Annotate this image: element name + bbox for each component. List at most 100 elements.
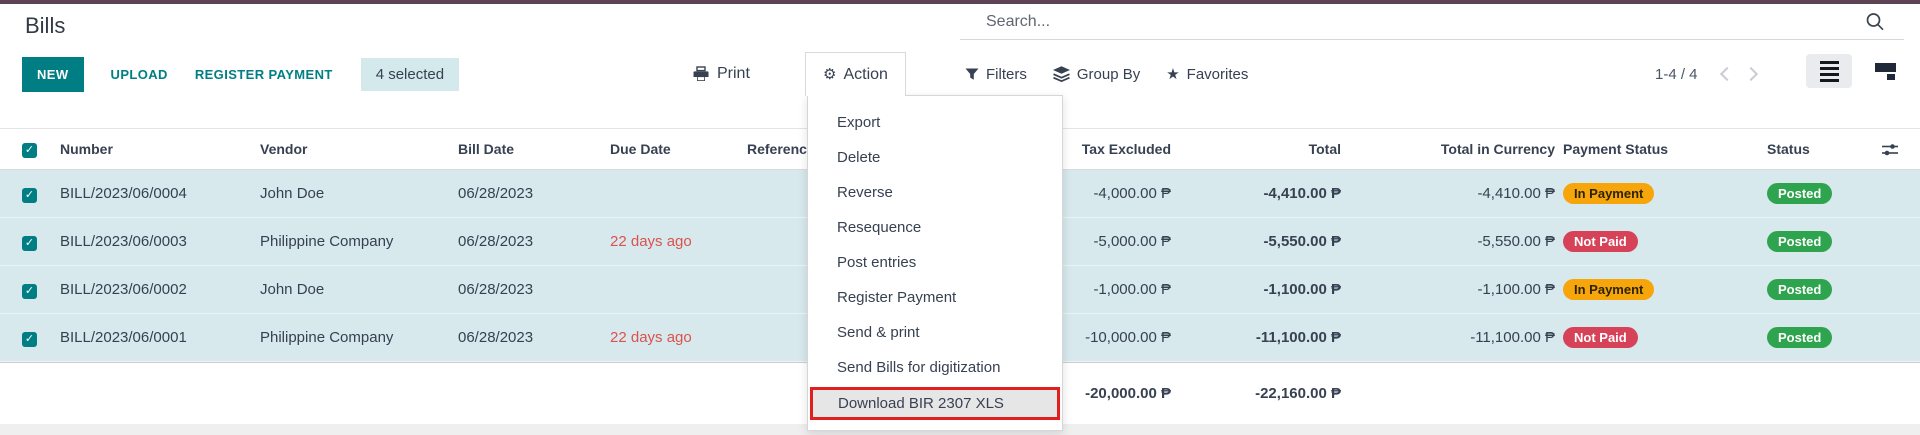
filter-funnel-icon <box>965 68 979 81</box>
cell-status: Posted <box>1745 183 1860 204</box>
column-header-due-date[interactable]: Due Date <box>610 141 671 157</box>
action-menu-item[interactable]: Delete <box>837 149 881 166</box>
cell-select <box>0 233 44 251</box>
cell-total: -1,100.00 ₱ <box>1263 281 1341 298</box>
column-header-tax-excluded[interactable]: Tax Excluded <box>1081 141 1171 157</box>
cell-vendor: Philippine Company <box>260 329 394 346</box>
payment-status-badge: In Payment <box>1563 183 1655 204</box>
cell-vendor: John Doe <box>260 185 325 202</box>
filters-label: Filters <box>986 65 1027 83</box>
cell-bill-date: 06/28/2023 <box>458 281 534 298</box>
search-placeholder: Search... <box>986 13 1051 30</box>
upload-button[interactable]: UPLOAD <box>110 66 168 82</box>
column-header-total-in-currency[interactable]: Total in Currency <box>1440 141 1555 157</box>
search-input[interactable]: Search... <box>960 8 1904 40</box>
view-switcher <box>1806 54 1902 88</box>
cell-tax-excluded: -4,000.00 ₱ <box>1093 185 1171 202</box>
register-payment-button[interactable]: REGISTER PAYMENT <box>194 66 333 82</box>
column-header-bill-date[interactable]: Bill Date <box>458 141 515 157</box>
cell-total-in-currency: -1,100.00 ₱ <box>1477 281 1555 298</box>
row-checkbox[interactable] <box>22 331 37 347</box>
cell-total: -11,100.00 ₱ <box>1255 329 1341 346</box>
search-icon[interactable] <box>1864 11 1886 33</box>
action-button[interactable]: ⚙ Action <box>805 52 906 96</box>
cell-number: BILL/2023/06/0001 <box>60 329 187 346</box>
cell-total-in-currency: -11,100.00 ₱ <box>1470 329 1555 346</box>
cell-payment-status: In Payment <box>1555 279 1745 300</box>
cell-select <box>0 329 44 347</box>
app-topbar <box>0 0 1920 4</box>
favorites-button[interactable]: ★ Favorites <box>1166 66 1248 83</box>
print-label: Print <box>717 65 750 82</box>
layers-icon <box>1052 66 1070 82</box>
cell-total-in-currency: -5,550.00 ₱ <box>1477 233 1555 250</box>
column-header-reference[interactable]: Reference <box>747 141 815 157</box>
cell-tax-excluded: -5,000.00 ₱ <box>1093 233 1171 250</box>
pager-range: 1-4 / 4 <box>1655 65 1698 83</box>
action-menu-item[interactable]: Send Bills for digitization <box>837 359 1001 376</box>
cell-bill-date: 06/28/2023 <box>458 185 534 202</box>
pager-next-icon[interactable] <box>1743 66 1758 82</box>
status-badge: Posted <box>1767 183 1833 204</box>
action-menu-item[interactable]: Resequence <box>837 219 922 236</box>
cell-bill-date: 06/28/2023 <box>458 329 534 346</box>
cell-due-date: 22 days ago <box>610 329 692 346</box>
status-badge: Posted <box>1767 279 1833 300</box>
cell-tax-excluded: -1,000.00 ₱ <box>1093 281 1171 298</box>
action-menu-item[interactable]: Register Payment <box>837 289 957 306</box>
search-options: Filters Group By ★ Favorites <box>965 57 1248 91</box>
pager-previous-icon[interactable] <box>1719 66 1734 82</box>
cell-number: BILL/2023/06/0002 <box>60 281 187 298</box>
cell-vendor: John Doe <box>260 281 325 298</box>
star-icon: ★ <box>1166 65 1180 83</box>
optional-columns-button[interactable] <box>1860 140 1920 157</box>
group-by-label: Group By <box>1076 65 1141 83</box>
pager: 1-4 / 4 <box>1655 57 1758 91</box>
kanban-view-button[interactable] <box>1868 54 1902 88</box>
column-header-payment-status[interactable]: Payment Status <box>1563 141 1669 157</box>
row-checkbox[interactable] <box>22 235 37 251</box>
action-menu-item[interactable]: Download BIR 2307 XLS <box>810 387 1060 420</box>
payment-status-badge: In Payment <box>1563 279 1655 300</box>
status-badge: Posted <box>1767 231 1833 252</box>
cell-number: BILL/2023/06/0004 <box>60 185 187 202</box>
filters-button[interactable]: Filters <box>965 66 1027 83</box>
cell-payment-status: In Payment <box>1555 183 1745 204</box>
cell-status: Posted <box>1745 279 1860 300</box>
cell-due-date: 22 days ago <box>610 233 692 250</box>
column-header-vendor[interactable]: Vendor <box>260 141 308 157</box>
favorites-label: Favorites <box>1186 65 1249 83</box>
footer-total: -22,160.00 ₱ <box>1255 385 1341 402</box>
group-by-button[interactable]: Group By <box>1052 65 1141 83</box>
row-checkbox[interactable] <box>22 187 37 203</box>
list-view-button[interactable] <box>1806 54 1852 88</box>
action-menu-item[interactable]: Reverse <box>837 184 893 201</box>
action-menu: Export Delete Reverse Resequence Post entrie… <box>807 95 1063 431</box>
action-menu-item[interactable]: Post entries <box>837 254 917 271</box>
cell-number: BILL/2023/06/0003 <box>60 233 187 250</box>
row-checkbox[interactable] <box>22 283 37 299</box>
footer-tax-excluded-total: -20,000.00 ₱ <box>1085 385 1171 402</box>
cell-total: -5,550.00 ₱ <box>1263 233 1341 250</box>
cell-status: Posted <box>1745 231 1860 252</box>
page-title: Bills <box>25 13 66 38</box>
print-button[interactable]: Print <box>693 57 750 91</box>
cell-tax-excluded: -10,000.00 ₱ <box>1085 329 1171 346</box>
cell-select <box>0 281 44 299</box>
cell-payment-status: Not Paid <box>1555 327 1745 348</box>
printer-icon <box>693 66 709 82</box>
select-all-checkbox[interactable] <box>22 143 37 158</box>
cell-payment-status: Not Paid <box>1555 231 1745 252</box>
column-header-total[interactable]: Total <box>1308 141 1341 157</box>
column-header-status[interactable]: Status <box>1767 141 1810 157</box>
payment-status-badge: Not Paid <box>1563 327 1638 348</box>
payment-status-badge: Not Paid <box>1563 231 1638 252</box>
action-menu-item[interactable]: Send & print <box>837 324 920 341</box>
action-menu-item[interactable]: Export <box>837 114 881 131</box>
action-label: Action <box>843 65 888 83</box>
column-header-number[interactable]: Number <box>60 141 113 157</box>
cell-vendor: Philippine Company <box>260 233 394 250</box>
gear-icon: ⚙ <box>823 66 837 83</box>
new-button[interactable]: NEW <box>22 56 84 92</box>
cell-select <box>0 185 44 203</box>
